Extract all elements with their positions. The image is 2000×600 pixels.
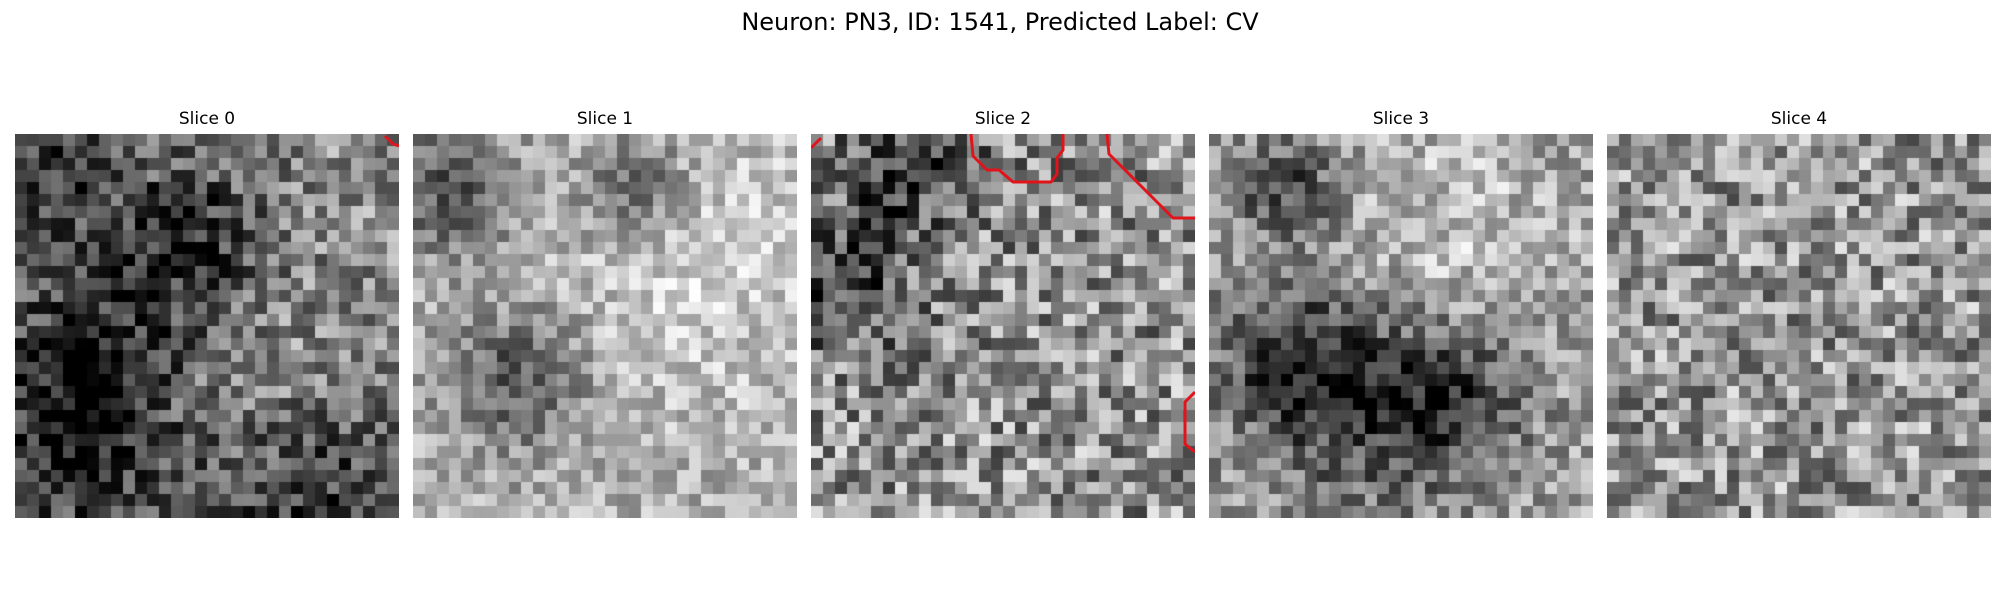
slice-image-1 <box>413 134 797 518</box>
slice-image-2 <box>811 134 1195 518</box>
slice-panel-4: Slice 4 <box>1607 108 1991 518</box>
slice-title-1: Slice 1 <box>576 109 634 129</box>
contour-line <box>383 134 399 148</box>
contour-line <box>1105 134 1195 220</box>
contour-line <box>811 136 823 150</box>
slice-panel-2: Slice 2 <box>811 108 1195 518</box>
slice-title-2: Slice 2 <box>974 109 1032 129</box>
slice-title-4: Slice 4 <box>1770 109 1828 129</box>
slice-panel-1: Slice 1 <box>413 108 797 518</box>
contour-line <box>1183 390 1195 454</box>
slice-image-3 <box>1209 134 1593 518</box>
slice-image-0 <box>15 134 399 518</box>
slice-title-0: Slice 0 <box>178 109 236 129</box>
slice-overlay-2 <box>811 134 1195 454</box>
contour-line <box>969 134 1065 184</box>
slice-title-3: Slice 3 <box>1372 109 1430 129</box>
figure-title: Neuron: PN3, ID: 1541, Predicted Label: … <box>741 8 1259 36</box>
slice-overlay-0 <box>383 134 399 148</box>
slice-panel-0: Slice 0 <box>15 108 399 518</box>
slice-panel-3: Slice 3 <box>1209 108 1593 518</box>
slice-image-4 <box>1607 134 1991 518</box>
